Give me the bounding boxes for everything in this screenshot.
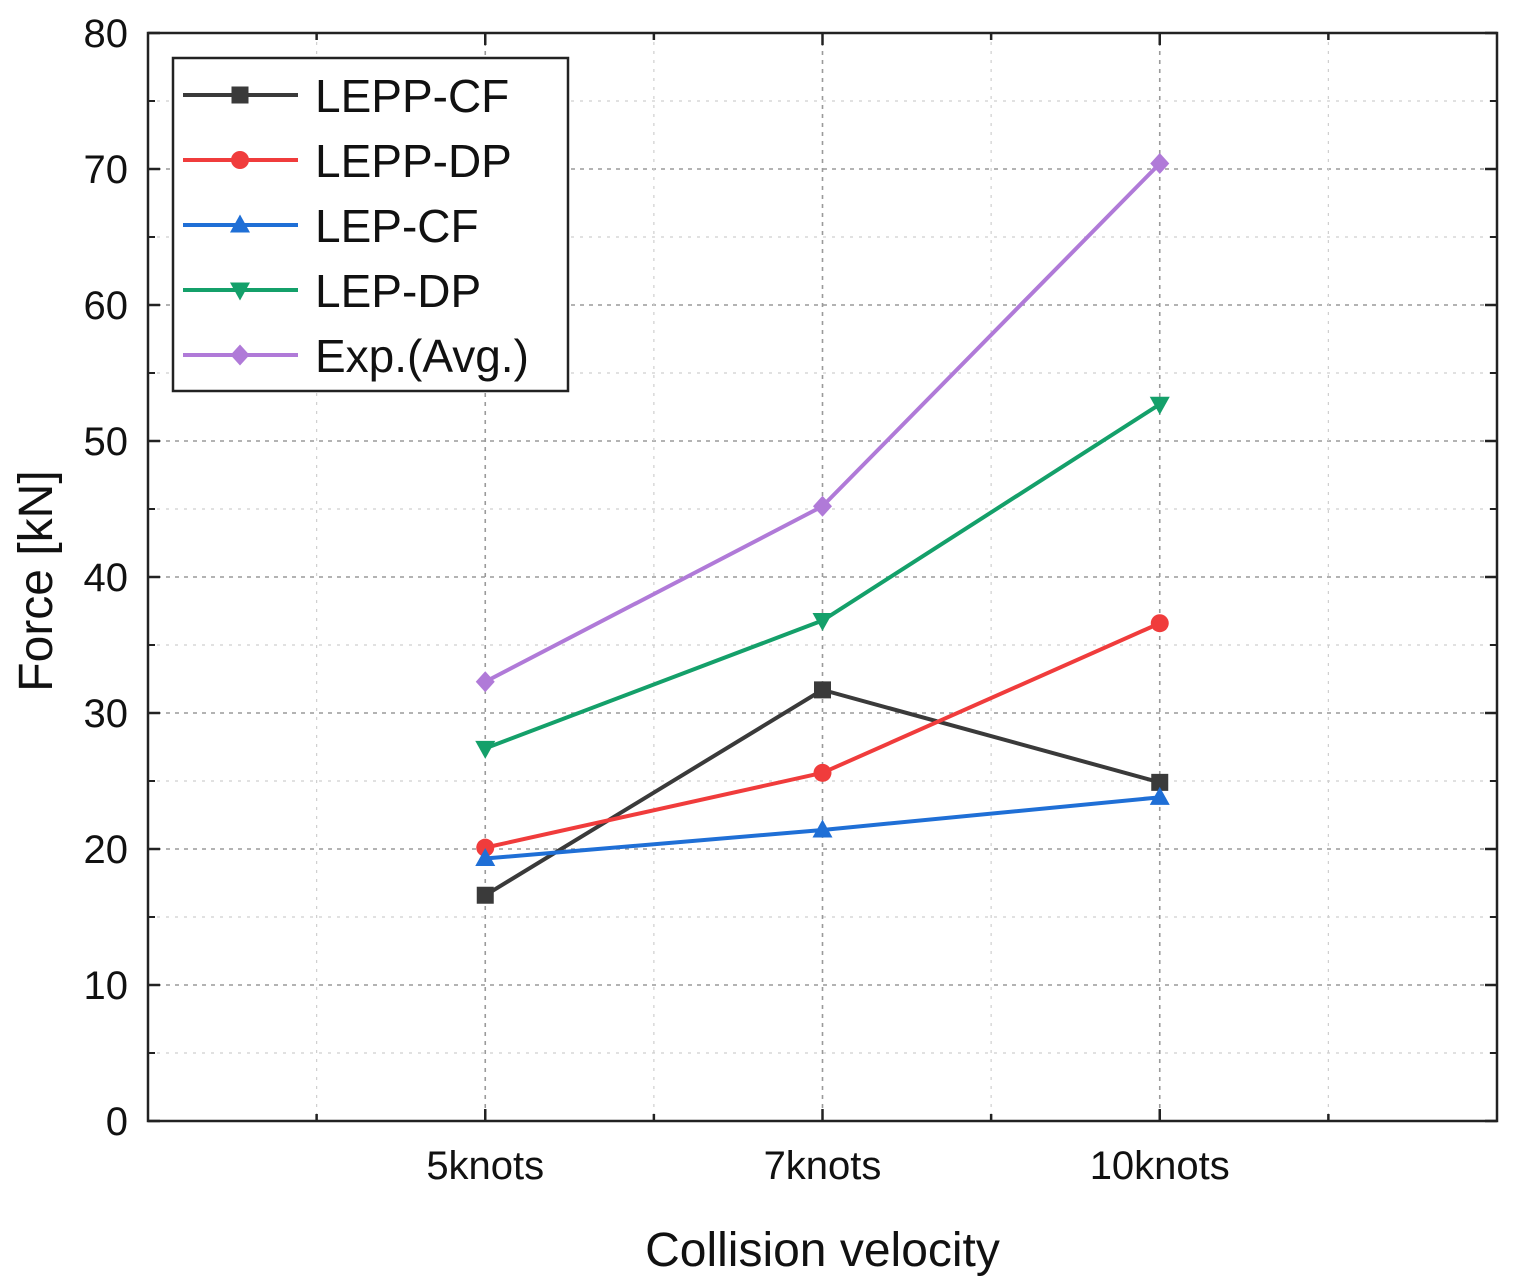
legend-item: Exp.(Avg.): [183, 330, 529, 382]
series-lep-dp: [475, 396, 1170, 759]
data-point: [475, 848, 496, 867]
legend-item: LEP-CF: [183, 200, 479, 252]
series-lep-cf: [475, 786, 1170, 867]
data-point: [475, 740, 496, 759]
data-point: [475, 671, 495, 693]
data-point: [1150, 614, 1169, 633]
data-point: [1149, 396, 1170, 415]
legend-label: LEP-DP: [315, 265, 481, 317]
y-tick-label: 30: [84, 692, 129, 736]
x-tick-label: 7knots: [764, 1144, 882, 1188]
data-point: [1151, 773, 1169, 791]
series-exp-avg: [475, 153, 1170, 693]
y-tick-label: 70: [84, 148, 129, 192]
data-point: [476, 886, 494, 904]
axis-ticks: [148, 31, 1497, 1123]
x-tick-label: 10knots: [1090, 1144, 1230, 1188]
legend-label: LEPP-CF: [315, 70, 509, 122]
x-tick-label: 5knots: [426, 1144, 544, 1188]
series-lepp-dp: [476, 614, 1169, 857]
data-point: [812, 613, 833, 632]
x-axis-title: Collision velocity: [645, 1224, 1000, 1277]
legend-item: LEP-DP: [183, 265, 481, 317]
legend-marker: [231, 86, 249, 104]
y-tick-label: 50: [84, 420, 129, 464]
legend-marker: [230, 282, 250, 301]
legend-marker: [231, 151, 249, 169]
data-point: [812, 819, 833, 838]
series-lepp-cf: [476, 681, 1169, 904]
y-tick-label: 40: [84, 556, 129, 600]
legend-label: LEPP-DP: [315, 135, 512, 187]
y-tick-label: 0: [106, 1100, 128, 1144]
data-point: [1149, 786, 1170, 805]
data-point: [814, 681, 831, 699]
y-tick-label: 20: [84, 828, 129, 872]
data-point: [813, 495, 832, 517]
legend-marker: [230, 344, 250, 366]
y-tick-label: 10: [84, 964, 129, 1008]
y-tick-labels: 0 10 20 30 40 50 60 70 80: [84, 12, 129, 1144]
y-axis-title: Force [kN]: [10, 470, 63, 691]
legend-label: Exp.(Avg.): [315, 330, 529, 382]
data-point: [476, 838, 495, 857]
series-layer: [475, 153, 1170, 904]
y-tick-label: 60: [84, 284, 129, 328]
legend-item: LEPP-DP: [183, 135, 512, 187]
x-tick-labels: 5knots 7knots 10knots: [426, 1144, 1229, 1188]
y-tick-label: 80: [84, 12, 129, 56]
legend: LEPP-CF LEPP-DP LEP-CF LEP-DP Exp.(Avg.): [171, 56, 570, 393]
legend-item: LEPP-CF: [183, 70, 509, 122]
data-point: [813, 763, 832, 782]
legend-label: LEP-CF: [315, 200, 479, 252]
data-point: [1150, 153, 1170, 175]
legend-marker: [230, 214, 250, 233]
